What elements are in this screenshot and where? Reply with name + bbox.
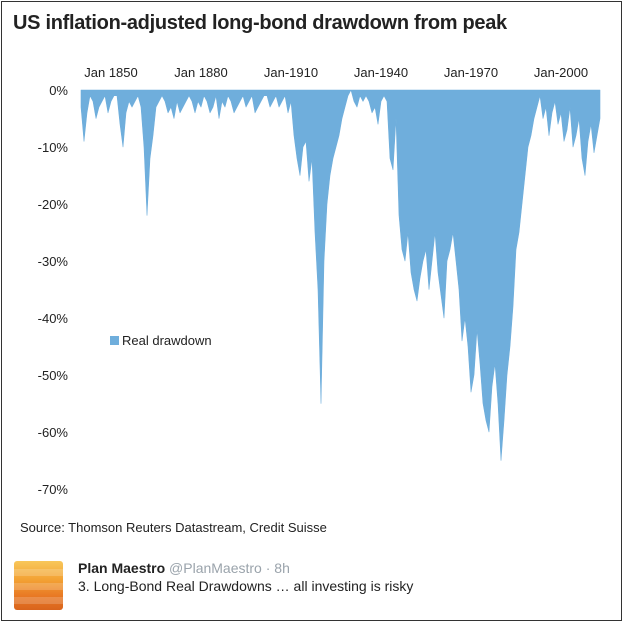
area-series-real-drawdown <box>80 89 601 461</box>
y-tick-label: -10% <box>38 140 69 155</box>
x-tick-label: Jan-1940 <box>354 65 408 80</box>
tweet-text: 3. Long-Bond Real Drawdowns … all invest… <box>78 578 414 594</box>
legend-swatch <box>110 336 119 345</box>
y-tick-label: -30% <box>38 254 69 269</box>
y-tick-label: 0% <box>49 83 68 98</box>
x-tick-labels: Jan 1850 Jan 1880 Jan-1910 Jan-1940 Jan-1970… <box>84 65 588 80</box>
drawdown-chart: Jan 1850 Jan 1880 Jan-1910 Jan-1940 Jan-1970… <box>38 65 601 497</box>
legend-label: Real drawdown <box>122 333 212 348</box>
y-tick-labels: 0% -10% -20% -30% -40% -50% -60% -70% <box>38 83 69 497</box>
area-series-group <box>80 89 601 461</box>
chart-title: US inflation-adjusted long-bond drawdown… <box>13 12 507 34</box>
tweet-separator: · <box>265 560 271 576</box>
tweet-author-name[interactable]: Plan Maestro <box>78 560 166 576</box>
y-tick-label: -50% <box>38 368 69 383</box>
tweet-timestamp[interactable]: 8h <box>274 560 290 576</box>
y-tick-label: -20% <box>38 197 69 212</box>
tweet-author-handle[interactable]: @PlanMaestro <box>169 560 262 576</box>
tweet-header: Plan Maestro @PlanMaestro · 8h <box>78 560 290 576</box>
y-tick-label: -40% <box>38 311 69 326</box>
avatar[interactable] <box>14 561 63 610</box>
y-tick-label: -60% <box>38 425 69 440</box>
x-tick-label: Jan-1970 <box>444 65 498 80</box>
x-tick-label: Jan 1850 <box>84 65 138 80</box>
y-tick-label: -70% <box>38 482 69 497</box>
legend: Real drawdown <box>110 333 212 348</box>
x-tick-label: Jan-1910 <box>264 65 318 80</box>
x-tick-label: Jan-2000 <box>534 65 588 80</box>
x-tick-label: Jan 1880 <box>174 65 228 80</box>
chart-source: Source: Thomson Reuters Datastream, Cred… <box>20 520 327 535</box>
